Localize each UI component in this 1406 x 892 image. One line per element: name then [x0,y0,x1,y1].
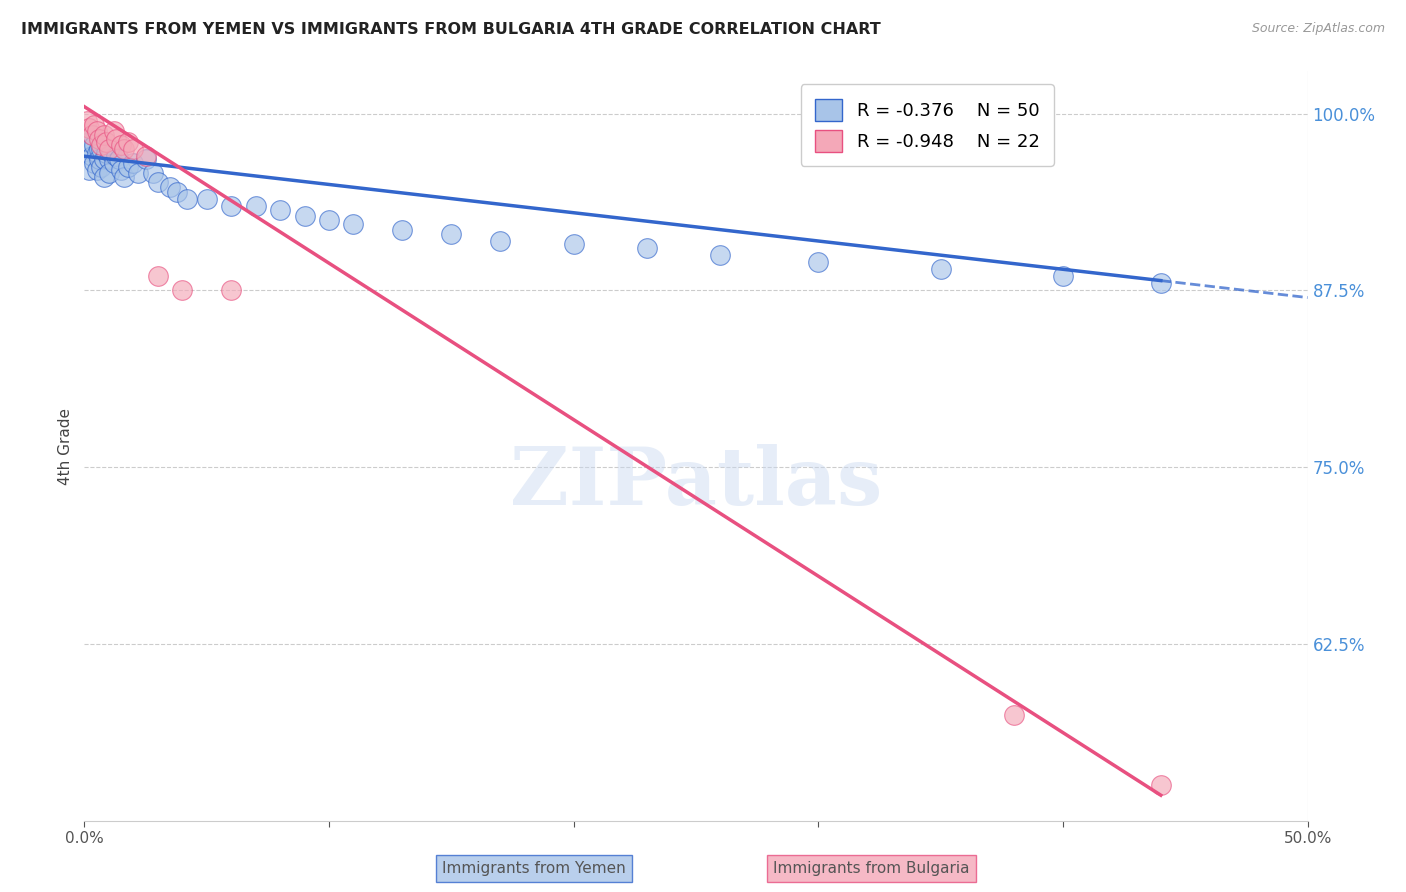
Point [87,142,110,156]
Point [1002,707,1025,722]
Text: Immigrants from Yemen: Immigrants from Yemen [443,861,626,876]
Point [117,135,139,149]
Point [80,128,103,142]
Point [110,137,132,152]
Point [86,163,108,178]
Point [440,227,463,241]
Point [135,149,157,163]
Point [100,146,122,161]
Point [83,118,105,132]
Point [142,166,165,180]
Point [159,180,181,194]
Point [77,120,100,135]
Point [127,166,149,180]
Point [103,156,125,170]
Point [77,135,100,149]
Point [96,135,118,149]
Point [146,269,169,284]
Point [83,137,105,152]
Point [86,124,108,138]
Point [90,137,112,152]
Point [93,128,115,142]
Point [1150,778,1173,792]
Point [195,192,218,206]
Point [1052,269,1074,284]
Text: ZIPatlas: ZIPatlas [510,444,882,523]
Point [929,262,952,277]
Point [172,284,194,298]
Point [269,202,291,217]
Point [80,149,103,163]
Point [86,146,108,161]
Point [1150,277,1173,291]
Point [117,161,139,175]
Point [166,185,188,199]
Point [318,212,340,227]
Point [93,170,115,185]
Legend: R = -0.376    N = 50, R = -0.948    N = 22: R = -0.376 N = 50, R = -0.948 N = 22 [800,84,1054,166]
Point [87,132,110,146]
Text: IMMIGRANTS FROM YEMEN VS IMMIGRANTS FROM BULGARIA 4TH GRADE CORRELATION CHART: IMMIGRANTS FROM YEMEN VS IMMIGRANTS FROM… [21,22,880,37]
Point [76,142,98,156]
Point [83,156,105,170]
Point [96,146,118,161]
Point [105,132,128,146]
Point [122,156,145,170]
Point [87,152,110,166]
Point [97,142,120,156]
Point [76,113,98,128]
Point [112,142,135,156]
Point [391,223,413,237]
Point [219,284,242,298]
Point [342,217,364,231]
Point [245,199,267,213]
Point [97,152,120,166]
Point [807,255,830,269]
Point [146,175,169,189]
Point [489,234,512,248]
Point [90,161,112,175]
Point [80,128,103,142]
Point [103,124,125,138]
Point [93,152,115,166]
Point [90,142,112,156]
Text: Source: ZipAtlas.com: Source: ZipAtlas.com [1251,22,1385,36]
Point [294,209,316,223]
Point [112,170,135,185]
Y-axis label: 4th Grade: 4th Grade [58,408,73,484]
Point [97,166,120,180]
Point [636,241,658,255]
Point [709,248,731,262]
Point [219,199,242,213]
Text: Immigrants from Bulgaria: Immigrants from Bulgaria [773,861,970,876]
Point [176,192,198,206]
Point [122,142,145,156]
Point [135,152,157,166]
Point [562,236,585,251]
Point [105,149,128,163]
Point [107,152,129,166]
Point [77,163,100,178]
Point [110,163,132,178]
